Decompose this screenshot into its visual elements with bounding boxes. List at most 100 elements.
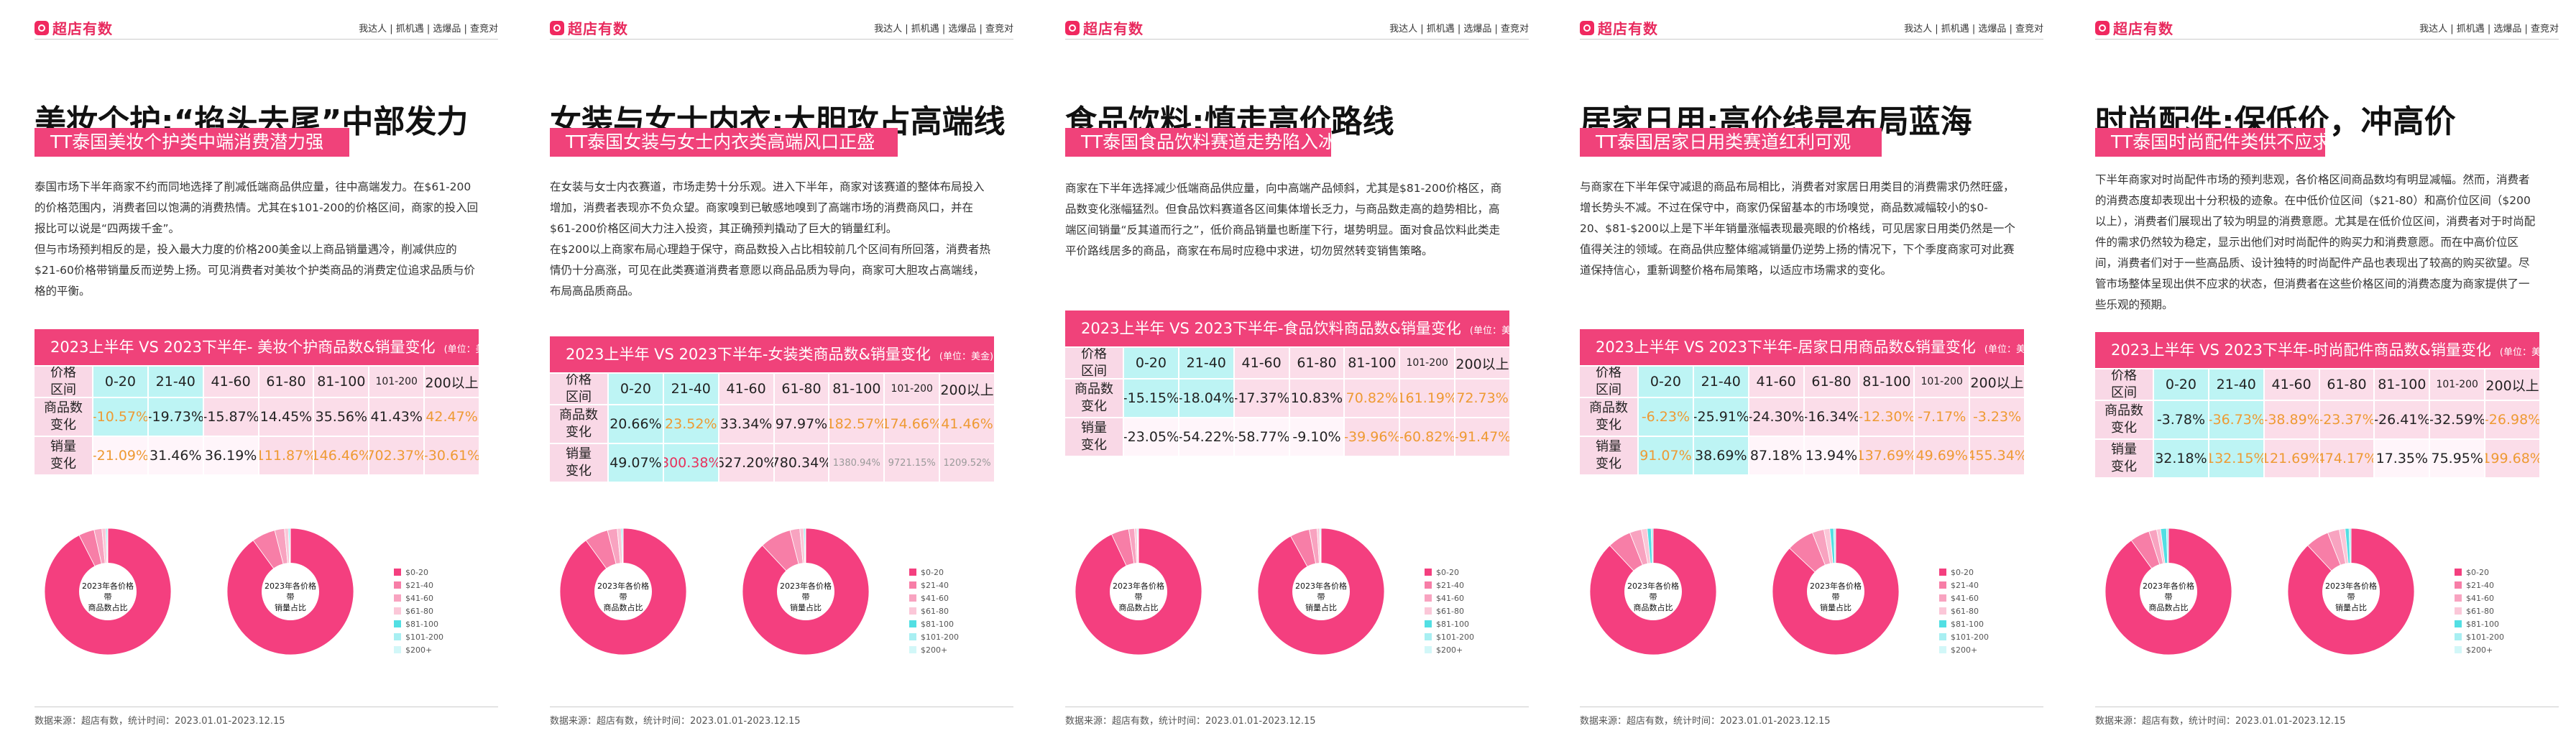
- legend-label: $61-80: [1951, 606, 1979, 616]
- top-nav[interactable]: 我达人 | 抓机遇 | 选爆品 | 查竞对: [1389, 24, 1529, 34]
- legend-label: $0-20: [405, 567, 428, 577]
- donut-svg: [560, 528, 686, 655]
- legend-swatch: [394, 594, 401, 602]
- footer-source: 数据来源：超店有数，统计时间：2023.01.01-2023.12.15: [550, 716, 801, 727]
- top-nav[interactable]: 我达人 | 抓机遇 | 选爆品 | 查竞对: [874, 24, 1013, 34]
- cell-value: 41.46%: [941, 416, 993, 432]
- legend-label: $21-40: [1951, 580, 1979, 590]
- cell-value: -23.05%: [1124, 429, 1178, 445]
- report-panel-4: 超店有数 我达人 | 抓机遇 | 选爆品 | 查竞对 居家日用:高价线是布局蓝海 TT…: [1545, 0, 2061, 736]
- row-header: 商品数 变化: [1580, 398, 1637, 436]
- table-corner-header: 价格 区间: [34, 367, 92, 397]
- legend-item: $21-40: [394, 579, 480, 592]
- column-header: 81-100: [1859, 367, 1914, 397]
- body-text: 泰国市场下半年商家不约而同地选择了削减低端商品供应量，往中高端发力。在$61-2…: [34, 177, 479, 302]
- donut-svg: [2288, 528, 2414, 655]
- price-change-table: 价格 区间 0-20 21-40 41-60 61-80 81-100 101-200 200…: [2095, 369, 2539, 477]
- legend-label: $41-60: [1951, 593, 1979, 603]
- top-nav[interactable]: 我达人 | 抓机遇 | 选爆品 | 查竞对: [1904, 24, 2043, 34]
- table-cell: 91.07%: [1639, 437, 1693, 474]
- row-header: 销量 变化: [1065, 418, 1123, 456]
- table-cell: -39.96%: [1345, 418, 1399, 456]
- table-cell: -30.61%: [425, 437, 479, 474]
- donut-hole: [1624, 563, 1682, 620]
- table-title: 2023上半年 VS 2023下半年-女装类商品数&销量变化 (单位：美金): [550, 336, 994, 372]
- donut-center-label: 2023年各价格带 销量占比: [2325, 581, 2377, 612]
- table-cell: 36.19%: [203, 437, 258, 474]
- cell-value: 780.34%: [774, 455, 829, 471]
- donut-center-label: 2023年各价格带 销量占比: [1810, 581, 1862, 612]
- table-title-text: 2023上半年 VS 2023下半年-居家日用商品数&销量变化: [1596, 339, 1976, 356]
- table-cell: 87.18%: [1749, 437, 1803, 474]
- legend-label: $101-200: [1951, 632, 1989, 642]
- legend-item: $81-100: [909, 617, 995, 630]
- table-cell: -26.98%: [2485, 401, 2539, 438]
- donut-svg: [45, 528, 171, 655]
- brand: 超店有数: [34, 17, 113, 38]
- table-cell: 20.66%: [609, 405, 663, 443]
- price-change-table: 价格 区间 0-20 21-40 41-60 61-80 81-100 101-200 200…: [34, 367, 479, 474]
- donut-center-label: 2023年各价格带 销量占比: [780, 581, 832, 612]
- price-change-table: 价格 区间 0-20 21-40 41-60 61-80 81-100 101-200 200…: [1580, 367, 2024, 474]
- donut-svg: [2105, 528, 2232, 655]
- row-header: 商品数 变化: [2095, 401, 2153, 438]
- table-cell: 1209.52%: [940, 444, 994, 482]
- table-cell: 41.46%: [940, 405, 994, 443]
- table-cell: 70.82%: [1345, 380, 1399, 417]
- legend-item: $0-20: [2455, 566, 2541, 579]
- donut-legend: $0-20 $21-40 $41-60 $61-80 $81-100 $101-200 $2…: [909, 566, 995, 656]
- top-nav[interactable]: 我达人 | 抓机遇 | 选爆品 | 查竞对: [2419, 24, 2559, 34]
- donut-chart-products: 2023年各价格带 商品数占比: [2105, 528, 2232, 655]
- cell-value: -26.98%: [2485, 412, 2539, 428]
- table-cell: -19.73%: [148, 398, 203, 436]
- paragraph: 商家在下半年选择减少低端商品供应量，向中高端产品倾斜，尤其是$81-200价格区…: [1065, 182, 1502, 257]
- cell-value: 146.46%: [314, 448, 368, 464]
- table-cell: 75.95%: [2430, 440, 2485, 477]
- cell-value: -19.73%: [148, 409, 203, 425]
- cell-value: -3.78%: [2156, 412, 2206, 428]
- legend-item: $81-100: [1939, 617, 2025, 630]
- donut-hole: [1292, 563, 1350, 620]
- legend-item: $21-40: [1425, 579, 1511, 592]
- column-header: 81-100: [2375, 369, 2429, 400]
- donut-legend: $0-20 $21-40 $41-60 $61-80 $81-100 $101-200 $2…: [394, 566, 480, 656]
- table-title-text: 2023上半年 VS 2023下半年-食品饮料商品数&销量变化: [1081, 320, 1461, 337]
- subtitle-banner: TT泰国美妆个护类中端消费潜力强: [34, 128, 349, 157]
- donut-center-label: 2023年各价格带 商品数占比: [2143, 581, 2194, 612]
- top-nav[interactable]: 我达人 | 抓机遇 | 选爆品 | 查竞对: [359, 24, 498, 34]
- legend-swatch: [909, 633, 916, 640]
- brand-name: 超店有数: [1598, 20, 1658, 37]
- table-cell: -54.22%: [1179, 418, 1233, 456]
- donut-svg: [227, 528, 354, 655]
- legend-swatch: [394, 633, 401, 640]
- cell-value: 455.34%: [1970, 448, 2024, 464]
- legend-label: $101-200: [405, 632, 443, 642]
- legend-label: $0-20: [1436, 567, 1459, 577]
- table-cell: -10.57%: [93, 398, 147, 436]
- donut-hole: [79, 563, 137, 620]
- donut-legend: $0-20 $21-40 $41-60 $61-80 $81-100 $101-200 $2…: [2455, 566, 2541, 656]
- table-cell: -7.17%: [1915, 398, 1969, 436]
- cell-value: 111.87%: [259, 448, 313, 464]
- table-cell: 14.45%: [259, 398, 313, 436]
- column-header: 200以上: [1455, 348, 1509, 378]
- legend-swatch: [1425, 569, 1432, 576]
- table-cell: 1380.94%: [829, 444, 884, 482]
- donut-hole: [1110, 563, 1167, 620]
- cell-value: -21.09%: [93, 448, 147, 464]
- legend-item: $61-80: [909, 604, 995, 617]
- cell-value: -25.91%: [1693, 409, 1748, 425]
- legend-item: $21-40: [2455, 579, 2541, 592]
- table-cell: 35.56%: [314, 398, 369, 436]
- legend-swatch: [1939, 581, 1946, 589]
- table-cell: -91.47%: [1455, 418, 1509, 456]
- legend-item: $101-200: [909, 630, 995, 643]
- legend-swatch: [394, 569, 401, 576]
- legend-item: $61-80: [1425, 604, 1511, 617]
- cell-value: 41.43%: [370, 409, 423, 425]
- header-divider: [550, 39, 1013, 40]
- table-cell: 182.57%: [829, 405, 884, 443]
- report-panel-3: 超店有数 我达人 | 抓机遇 | 选爆品 | 查竞对 食品饮料:慎走高价路线 TT泰国…: [1031, 0, 1546, 736]
- brand-logo-icon: [550, 20, 564, 35]
- legend-swatch: [2455, 646, 2462, 653]
